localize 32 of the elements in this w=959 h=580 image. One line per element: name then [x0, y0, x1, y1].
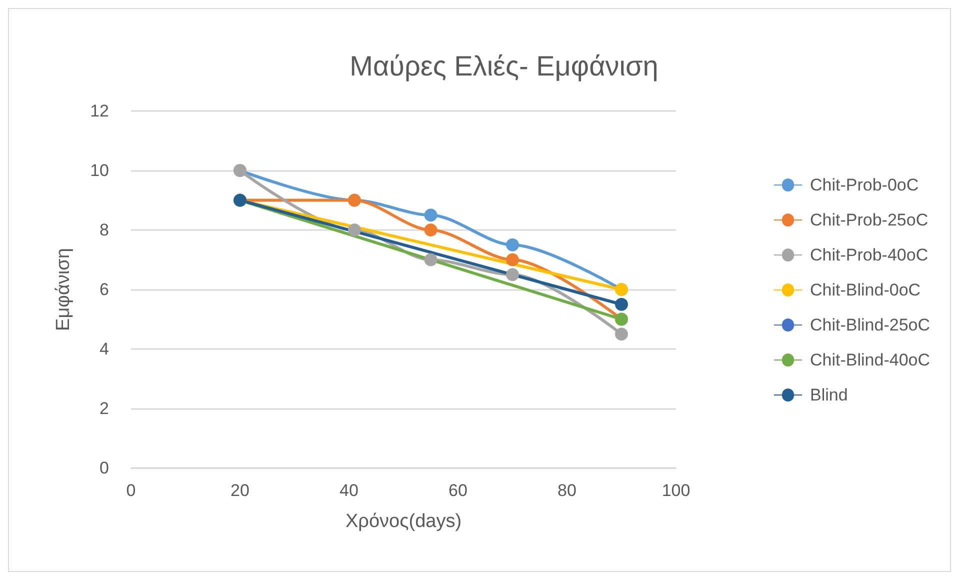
x-tick-label: 40: [340, 481, 358, 500]
point: [615, 298, 628, 311]
point: [424, 208, 438, 222]
y-tick-label: 10: [90, 161, 109, 180]
chart-title: Μαύρες Ελιές- Εμφάνιση: [350, 50, 658, 82]
y-tick-label: 8: [100, 220, 109, 240]
y-tick-label: 12: [90, 102, 109, 120]
x-axis-title: Χρόνος(days): [345, 511, 462, 532]
point: [506, 268, 519, 282]
legend-label: Chit-Prob-25oC: [810, 210, 928, 230]
y-tick-label: 2: [100, 399, 109, 418]
legend-label: Chit-Blind-25oC: [810, 316, 930, 334]
point: [506, 253, 519, 266]
x-tick-label: 0: [126, 481, 136, 500]
point: [348, 224, 361, 236]
legend-label: Chit-Blind-0oC: [810, 280, 921, 300]
x-tick-label: 80: [558, 481, 576, 500]
y-tick-label: 0: [100, 458, 109, 478]
point: [424, 224, 438, 236]
point: [506, 238, 519, 252]
x-tick-label: 20: [230, 481, 250, 500]
legend-label: Chit-Prob-0oC: [810, 176, 919, 194]
legend-label: Chit-Blind-40oC: [810, 350, 930, 370]
legend-label: Chit-Prob-40oC: [810, 246, 928, 264]
x-tick-label: 100: [662, 481, 690, 500]
y-axis-title: Εμφάνιση: [53, 248, 74, 331]
x-tick-label: 60: [448, 481, 468, 500]
y-tick-label: 6: [100, 280, 109, 299]
y-tick-label: 4: [100, 340, 109, 358]
point: [615, 328, 628, 341]
legend-label: Blind: [810, 386, 848, 404]
point: [424, 253, 438, 266]
